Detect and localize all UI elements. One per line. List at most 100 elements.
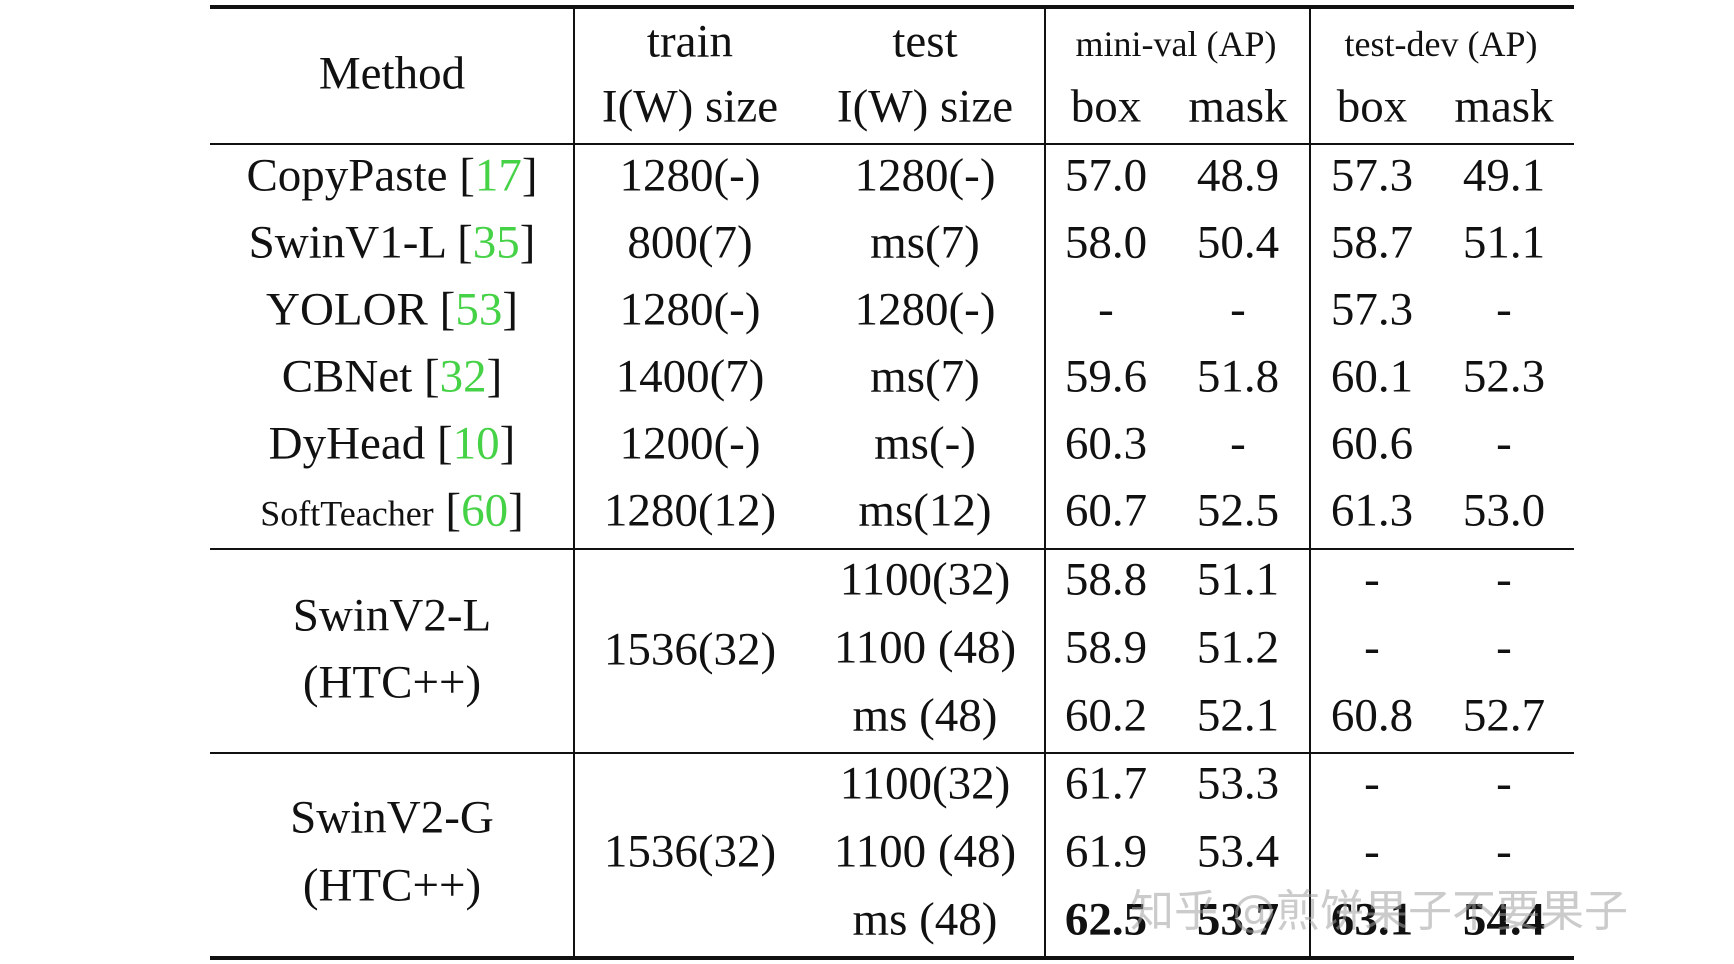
row-yolor-mv-mask: - xyxy=(1230,283,1246,336)
row-cbnet-td-mask: 52.3 xyxy=(1462,350,1546,403)
col-divider-ap xyxy=(1309,9,1311,956)
row-softteacher-method: SoftTeacher [60] xyxy=(260,484,524,537)
row-dyhead-td-box: 60.6 xyxy=(1330,417,1414,470)
header-testdev-mask: mask xyxy=(1454,80,1554,133)
row-dyhead-mv-box: 60.3 xyxy=(1064,417,1148,470)
row-softteacher-td-box: 61.3 xyxy=(1330,484,1414,537)
row-swinv1-train: 800(7) xyxy=(627,216,753,269)
header-minival-mask: mask xyxy=(1188,80,1288,133)
group-swinv2g-test-1: 1100(32) xyxy=(839,757,1011,810)
group-swinv2l-mv-box-2: 58.9 xyxy=(1064,621,1148,674)
citation[interactable]: 35 xyxy=(472,216,520,269)
header-testdev-box: box xyxy=(1336,80,1408,133)
row-dyhead-td-mask: - xyxy=(1496,417,1512,470)
row-cbnet-train: 1400(7) xyxy=(615,350,765,403)
watermark-text: 知乎 @煎饼果子不要果子 xyxy=(1130,886,1628,937)
group-swinv2l-test-3: ms (48) xyxy=(852,689,998,742)
group-swinv2l-test-1: 1100(32) xyxy=(839,553,1011,606)
row-swinv1-method: SwinV1-L [35] xyxy=(248,216,536,269)
header-train-top: train xyxy=(646,15,734,68)
row-swinv1-td-mask: 51.1 xyxy=(1462,216,1546,269)
row-softteacher-mv-mask: 52.5 xyxy=(1196,484,1280,537)
group-swinv2l-td-box-2: - xyxy=(1364,621,1380,674)
group-swinv2l-mv-box-1: 58.8 xyxy=(1064,553,1148,606)
group-swinv2g-td-box-2: - xyxy=(1364,825,1380,878)
citation[interactable]: 10 xyxy=(452,417,500,470)
row-yolor-td-box: 57.3 xyxy=(1330,283,1414,336)
header-minival: mini-val (AP) xyxy=(1075,24,1277,64)
row-swinv1-td-box: 58.7 xyxy=(1330,216,1414,269)
group-swinv2g-mv-box-1: 61.7 xyxy=(1064,757,1148,810)
group-swinv2g-mv-box-2: 61.9 xyxy=(1064,825,1148,878)
group-swinv2g-mv-mask-2: 53.4 xyxy=(1196,825,1280,878)
group-swinv2l-mv-mask-2: 51.2 xyxy=(1196,621,1280,674)
row-yolor-mv-box: - xyxy=(1098,283,1114,336)
group-swinv2g-td-mask-1: - xyxy=(1496,757,1512,810)
row-copypaste-mv-mask: 48.9 xyxy=(1196,149,1280,202)
row-dyhead-mv-mask: - xyxy=(1230,417,1246,470)
row-cbnet-mv-box: 59.6 xyxy=(1064,350,1148,403)
group-swinv2l-td-box-3: 60.8 xyxy=(1330,689,1414,742)
row-dyhead-test: ms(-) xyxy=(874,417,976,470)
header-test-bottom: I(W) size xyxy=(836,80,1014,133)
group-swinv2g-test-3: ms (48) xyxy=(852,893,998,946)
col-divider-size xyxy=(1044,9,1046,956)
group-swinv2g-test-2: 1100 (48) xyxy=(833,825,1017,878)
row-cbnet-method: CBNet [32] xyxy=(281,350,503,403)
citation[interactable]: 60 xyxy=(461,484,509,537)
group-swinv2g-mv-mask-3: 53.7 xyxy=(1196,893,1280,946)
group-swinv2g-name-line1: SwinV2-G xyxy=(290,791,494,844)
group-swinv2g-td-box-3: 63.1 xyxy=(1330,893,1414,946)
row-swinv1-mv-box: 58.0 xyxy=(1064,216,1148,269)
bottom-rule xyxy=(210,956,1574,960)
row-copypaste-mv-box: 57.0 xyxy=(1064,149,1148,202)
row-cbnet-mv-mask: 51.8 xyxy=(1196,350,1280,403)
header-method: Method xyxy=(318,47,466,100)
group-swinv2g-mv-mask-1: 53.3 xyxy=(1196,757,1280,810)
group-swinv2l-mv-mask-1: 51.1 xyxy=(1196,553,1280,606)
group-swinv2l-mv-box-3: 60.2 xyxy=(1064,689,1148,742)
row-softteacher-train: 1280(12) xyxy=(603,484,777,537)
citation[interactable]: 32 xyxy=(439,350,487,403)
group-rule-1 xyxy=(210,548,1574,550)
row-yolor-test: 1280(-) xyxy=(854,283,996,336)
row-copypaste-train: 1280(-) xyxy=(619,149,761,202)
group-swinv2g-name-line2: (HTC++) xyxy=(302,859,482,912)
row-copypaste-method: CopyPaste [17] xyxy=(246,149,538,202)
row-swinv1-test: ms(7) xyxy=(870,216,980,269)
citation[interactable]: 53 xyxy=(455,283,503,336)
row-dyhead-train: 1200(-) xyxy=(619,417,761,470)
row-softteacher-mv-box: 60.7 xyxy=(1064,484,1148,537)
row-copypaste-test: 1280(-) xyxy=(854,149,996,202)
header-rule xyxy=(210,143,1574,145)
row-dyhead-method: DyHead [10] xyxy=(268,417,516,470)
row-softteacher-td-mask: 53.0 xyxy=(1462,484,1546,537)
header-testdev: test-dev (AP) xyxy=(1344,24,1538,64)
citation[interactable]: 17 xyxy=(474,149,522,202)
row-copypaste-td-box: 57.3 xyxy=(1330,149,1414,202)
group-swinv2l-mv-mask-3: 52.1 xyxy=(1196,689,1280,742)
row-cbnet-test: ms(7) xyxy=(870,350,980,403)
header-train-bottom: I(W) size xyxy=(601,80,779,133)
group-swinv2l-td-box-1: - xyxy=(1364,553,1380,606)
row-softteacher-test: ms(12) xyxy=(858,484,992,537)
col-divider-method xyxy=(573,9,575,956)
group-swinv2l-name-line2: (HTC++) xyxy=(302,656,482,709)
group-swinv2l-test-2: 1100 (48) xyxy=(833,621,1017,674)
group-swinv2g-td-box-1: - xyxy=(1364,757,1380,810)
row-swinv1-mv-mask: 50.4 xyxy=(1196,216,1280,269)
top-rule xyxy=(210,5,1574,9)
group-swinv2g-mv-box-3: 62.5 xyxy=(1064,893,1148,946)
group-swinv2l-train: 1536(32) xyxy=(603,623,777,676)
group-swinv2l-name-line1: SwinV2-L xyxy=(292,589,492,642)
group-swinv2g-td-mask-2: - xyxy=(1496,825,1512,878)
group-rule-2 xyxy=(210,752,1574,754)
row-cbnet-td-box: 60.1 xyxy=(1330,350,1414,403)
row-copypaste-td-mask: 49.1 xyxy=(1462,149,1546,202)
group-swinv2l-td-mask-2: - xyxy=(1496,621,1512,674)
row-yolor-train: 1280(-) xyxy=(619,283,761,336)
row-yolor-method: YOLOR [53] xyxy=(266,283,518,336)
group-swinv2g-td-mask-3: 54.4 xyxy=(1462,893,1546,946)
row-yolor-td-mask: - xyxy=(1496,283,1512,336)
